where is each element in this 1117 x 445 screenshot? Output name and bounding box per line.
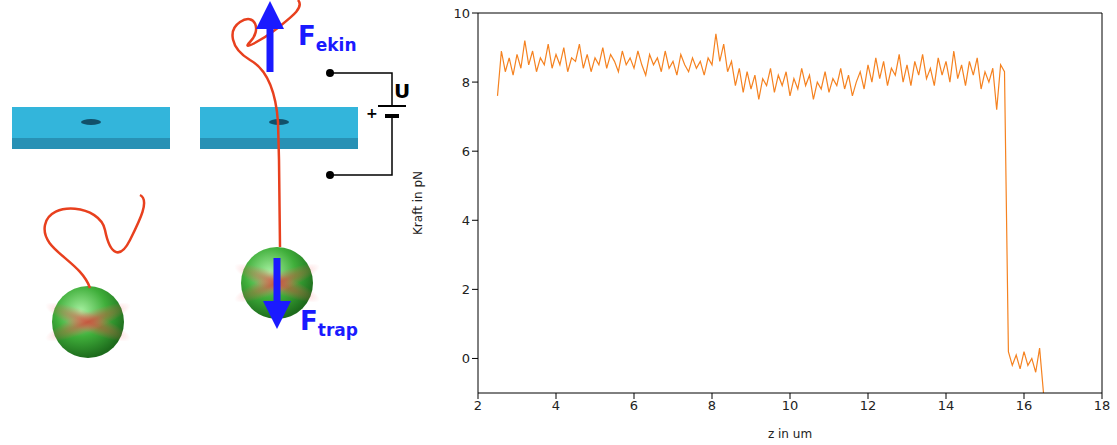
svg-text:+: + [366, 105, 378, 121]
svg-text:8: 8 [708, 398, 716, 413]
svg-text:10: 10 [782, 398, 799, 413]
svg-text:2: 2 [462, 282, 470, 297]
svg-text:18: 18 [1094, 398, 1111, 413]
svg-text:z in um: z in um [768, 427, 812, 441]
svg-text:10: 10 [453, 6, 470, 21]
svg-text:Ftrap: Ftrap [300, 306, 358, 340]
svg-text:16: 16 [1016, 398, 1033, 413]
svg-text:Fekin: Fekin [298, 21, 357, 55]
svg-text:12: 12 [860, 398, 877, 413]
svg-text:6: 6 [630, 398, 638, 413]
svg-text:8: 8 [462, 75, 470, 90]
svg-text:Kraft in pN: Kraft in pN [411, 171, 425, 235]
svg-text:0: 0 [462, 351, 470, 366]
svg-text:6: 6 [462, 144, 470, 159]
svg-text:4: 4 [552, 398, 560, 413]
svg-text:U: U [394, 79, 410, 103]
svg-text:2: 2 [474, 398, 482, 413]
svg-text:14: 14 [938, 398, 955, 413]
svg-text:4: 4 [462, 213, 470, 228]
